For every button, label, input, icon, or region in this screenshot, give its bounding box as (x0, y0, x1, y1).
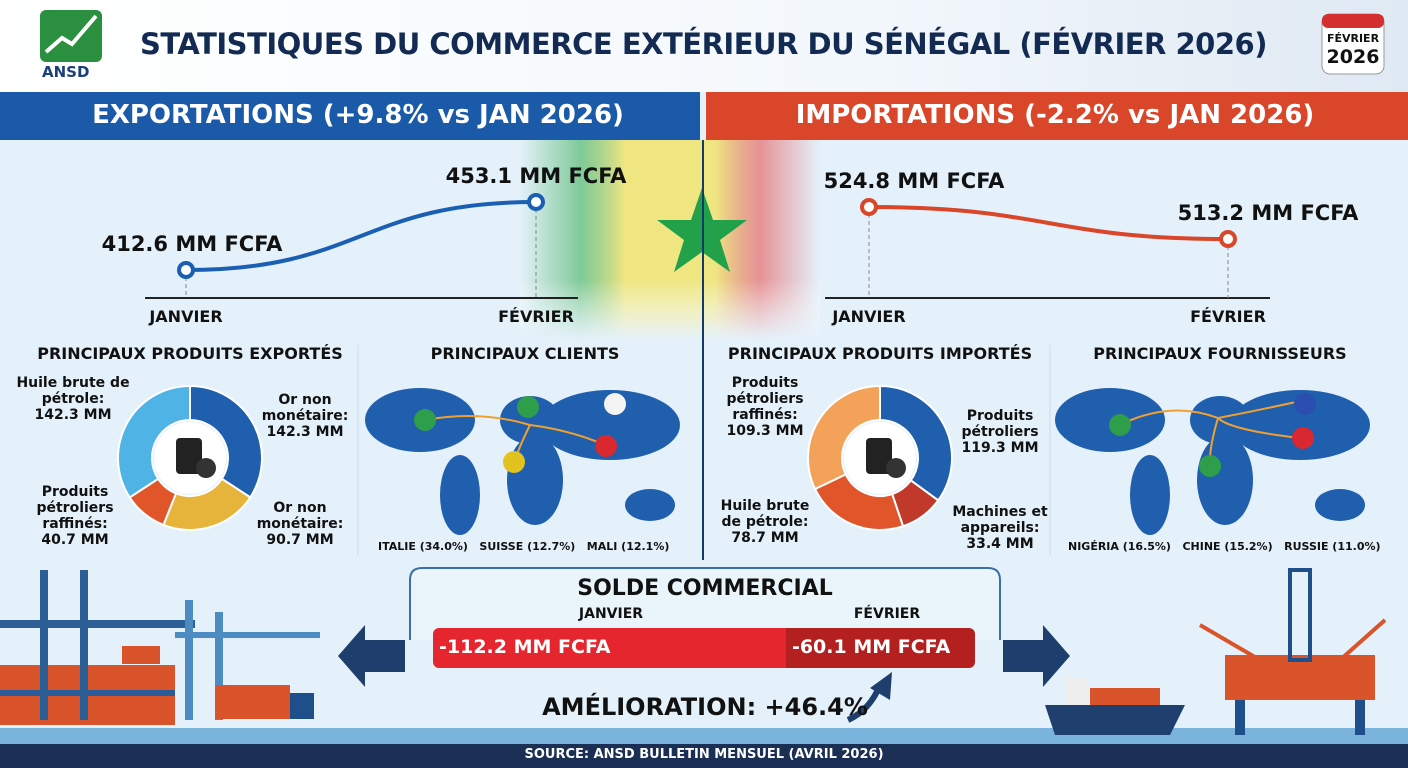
export-band (0, 92, 700, 140)
donut-slice (117, 384, 191, 499)
trend-line (185, 200, 537, 272)
balance-bar (785, 628, 975, 668)
slice-name: Machines et appareils: (952, 504, 1048, 537)
footer-band (0, 744, 1408, 768)
slice-value: 142.3 MM (34, 407, 112, 424)
import-band (706, 92, 1408, 140)
balance-frame (409, 567, 1001, 640)
page-title: STATISTIQUES DU COMMERCE EXTÉRIEUR DU SÉ… (140, 27, 1267, 61)
oil-barrel (866, 438, 892, 474)
value-label: 412.6 MM FCFA (101, 232, 283, 256)
port (0, 570, 320, 725)
slice-label: Huile brute de pétrole: 142.3 MM (13, 375, 133, 423)
partner: MALI (12.1%) (586, 540, 670, 553)
slice-value: 119.3 MM (961, 440, 1039, 457)
slice-value: 40.7 MM (41, 532, 109, 549)
flag-fade (520, 140, 820, 340)
partner: NIGÉRIA (16.5%) (1068, 540, 1171, 553)
donut-slice (879, 384, 953, 502)
slice-name: Huile brute de pétrole: (720, 498, 810, 531)
slice-label: Or non monétaire: 142.3 MM (258, 392, 353, 440)
balance-title: SOLDE COMMERCIAL (577, 576, 833, 601)
ship (1045, 705, 1185, 735)
slice-label: Produits pétroliers raffinés: 109.3 MM (720, 375, 810, 439)
slice-value: 33.4 MM (966, 536, 1034, 553)
slice-label: Produits pétroliers 119.3 MM (955, 408, 1045, 456)
slice-name: Or non monétaire: (256, 500, 344, 533)
value-label: 513.2 MM FCFA (1177, 201, 1359, 225)
slice-name: Produits pétroliers raffinés: (36, 484, 114, 533)
bar-category: JANVIER (578, 606, 644, 622)
trend-line (868, 205, 1229, 241)
slice-label: Produits pétroliers raffinés: 40.7 MM (30, 484, 120, 548)
source: SOURCE: ANSD BULLETIN MENSUEL (AVRIL 202… (524, 747, 884, 762)
bar-category: FÉVRIER (853, 606, 921, 622)
badge-month: FÉVRIER (1326, 32, 1380, 45)
section-title: PRINCIPAUX PRODUITS IMPORTÉS (727, 344, 1033, 363)
slice-label: Or non monétaire: 90.7 MM (253, 500, 348, 548)
bridge (1065, 678, 1087, 705)
slice-name: Huile brute de pétrole: (16, 375, 130, 408)
category-label: JANVIER (149, 307, 223, 326)
water (0, 728, 1408, 744)
import-heading: IMPORTATIONS (-2.2% vs JAN 2026) (795, 100, 1315, 130)
balance-bar (433, 628, 786, 668)
slice-name: Produits pétroliers raffinés: (726, 375, 804, 424)
logo-box (40, 10, 102, 62)
calendar-top (1322, 14, 1384, 28)
improvement-arrow-head (870, 672, 892, 700)
containers (1090, 688, 1160, 705)
arrow-right (1003, 625, 1070, 687)
partner: CHINE (15.2%) (1182, 540, 1273, 553)
point (1219, 230, 1237, 248)
slice-label: Machines et appareils: 33.4 MM (950, 504, 1050, 552)
point (860, 198, 878, 216)
slice-value: 109.3 MM (726, 423, 804, 440)
section-title: PRINCIPAUX FOURNISSEURS (1093, 344, 1347, 363)
flags (414, 393, 1316, 477)
oil-barrel (176, 438, 202, 474)
partner: RUSSIE (11.0%) (1284, 540, 1381, 553)
header-band (0, 0, 1408, 92)
world-map (365, 388, 680, 535)
partner: SUISSE (12.7%) (479, 540, 576, 553)
slice-value: 142.3 MM (266, 424, 344, 441)
donut-slice (807, 384, 881, 491)
improvement: AMÉLIORATION: +46.4% (542, 693, 868, 721)
slice-value: 90.7 MM (266, 532, 334, 549)
partner: ITALIE (34.0%) (378, 540, 468, 553)
point (527, 193, 545, 211)
logo-arrow (44, 14, 98, 54)
section-title: PRINCIPAUX PRODUITS EXPORTÉS (37, 344, 343, 363)
slice-label: Huile brute de pétrole: 78.7 MM (720, 498, 810, 546)
oil-drop (196, 458, 216, 478)
oil-rig (1198, 568, 1387, 735)
badge-year: 2026 (1326, 46, 1380, 68)
export-heading: EXPORTATIONS (+9.8% vs JAN 2026) (92, 100, 624, 130)
partner-legend: ITALIE (34.0%) SUISSE (12.7%) MALI (12.1… (378, 540, 670, 554)
bar-value: -60.1 MM FCFA (791, 636, 951, 658)
donut-slice (189, 384, 263, 499)
oil-drop (886, 458, 906, 478)
bar-value: -112.2 MM FCFA (439, 636, 611, 658)
category-label: JANVIER (832, 307, 906, 326)
logo-text: ANSD (42, 63, 90, 81)
slice-name: Or non monétaire: (261, 392, 349, 425)
category-label: FÉVRIER (1190, 307, 1266, 326)
value-label: 524.8 MM FCFA (823, 169, 1005, 193)
slice-value: 78.7 MM (731, 530, 799, 547)
partner-legend: NIGÉRIA (16.5%) CHINE (15.2%) RUSSIE (11… (1068, 540, 1381, 554)
arrow-left (338, 625, 405, 687)
category-label: FÉVRIER (498, 307, 574, 326)
point (177, 261, 195, 279)
slice-name: Produits pétroliers (961, 408, 1039, 441)
value-label: 453.1 MM FCFA (445, 164, 627, 188)
section-title: PRINCIPAUX CLIENTS (430, 344, 620, 363)
